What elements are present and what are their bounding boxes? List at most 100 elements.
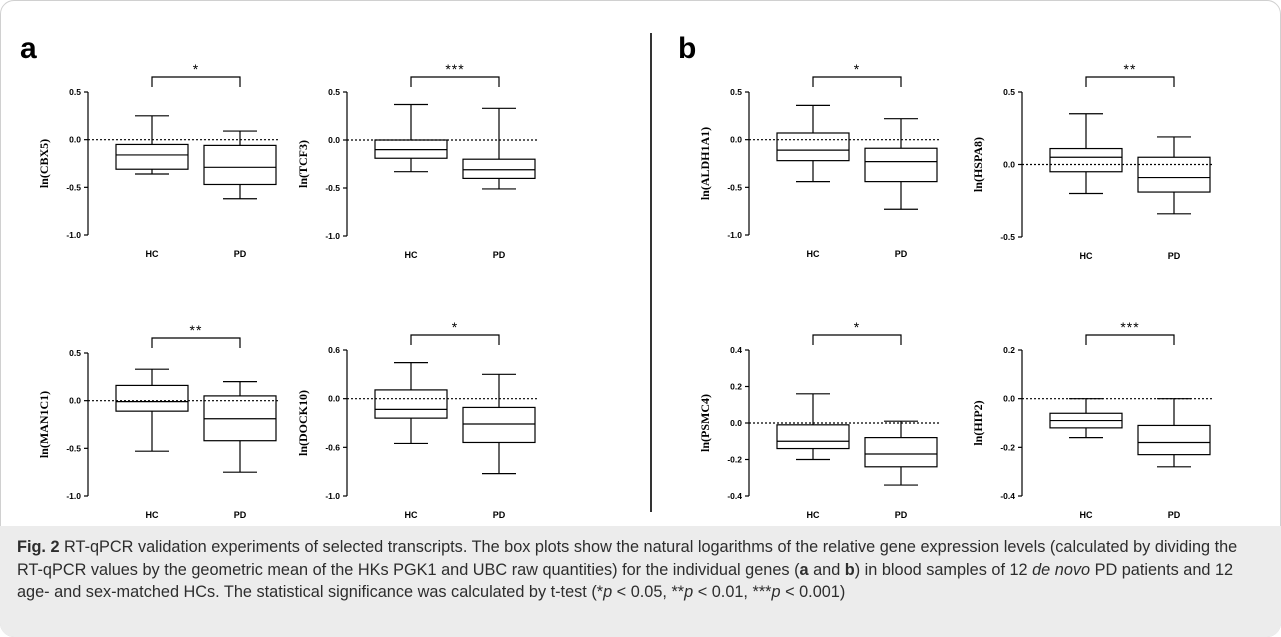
significance-stars-lncbx5: * [193, 61, 199, 77]
y-tick-label-lnman1c1: -0.5 [66, 443, 81, 453]
y-tick-label-lnhip2: 0.2 [1003, 345, 1015, 355]
y-tick-label-lnpsmc4: 0.0 [730, 418, 742, 428]
y-tick-label-lncbx5: 0.5 [69, 87, 81, 97]
figure-caption: Fig. 2 RT-qPCR validation experiments of… [17, 536, 1265, 604]
box-lncbx5-pd [203, 144, 277, 186]
y-tick-label-lnaldh1a1: 0.5 [730, 87, 742, 97]
box-lnhspa8-pd [1137, 156, 1211, 193]
caption-panel-b: b [844, 560, 855, 579]
panel-letter-b: b [678, 32, 696, 65]
y-tick-label-lnhip2: -0.2 [1000, 442, 1015, 452]
category-label-lnhspa8-pd: PD [1168, 251, 1181, 261]
box-lnhspa8-hc [1049, 147, 1123, 173]
significance-stars-lnhspa8: ** [1124, 61, 1137, 77]
significance-bracket-lnman1c1 [151, 337, 241, 348]
caption-de-novo: de novo [1032, 560, 1091, 579]
significance-bracket-lnhip2 [1085, 334, 1175, 345]
category-label-lnaldh1a1-hc: HC [807, 249, 820, 259]
y-tick-label-lncbx5: -0.5 [66, 182, 81, 192]
y-axis-label-lndock10: ln(DOCK10) [296, 390, 310, 456]
box-lnaldh1a1-pd [864, 147, 938, 183]
significance-bracket-lncbx5 [151, 76, 241, 87]
y-tick-label-lndock10: -0.6 [325, 442, 340, 452]
y-tick-label-lnman1c1: 0.5 [69, 348, 81, 358]
y-tick-label-lnaldh1a1: -0.5 [727, 182, 742, 192]
caption-area: Fig. 2 RT-qPCR validation experiments of… [0, 526, 1281, 637]
category-label-lnhip2-hc: HC [1080, 510, 1093, 520]
y-tick-label-lnman1c1: 0.0 [69, 396, 81, 406]
significance-stars-lntcf3: *** [445, 61, 464, 77]
significance-bracket-lnaldh1a1 [812, 76, 902, 87]
significance-bracket-lnpsmc4 [812, 334, 902, 345]
box-lndock10-pd [462, 406, 536, 444]
box-lnman1c1-hc [115, 384, 189, 412]
y-tick-label-lnpsmc4: -0.2 [727, 455, 742, 465]
caption-p-3: p [771, 583, 781, 601]
caption-text-1: RT-qPCR validation experiments of select… [17, 538, 1238, 579]
significance-stars-lnaldh1a1: * [854, 61, 860, 77]
y-tick-label-lnhspa8: 0.0 [1003, 160, 1015, 170]
y-tick-label-lndock10: 0.0 [328, 394, 340, 404]
y-tick-label-lntcf3: 0.0 [328, 135, 340, 145]
category-label-lntcf3-pd: PD [493, 250, 506, 260]
y-tick-label-lntcf3: -1.0 [325, 231, 340, 241]
y-tick-label-lnhspa8: -0.5 [1000, 232, 1015, 242]
charts-layer: 0.5 0.0 -0.5 -1.0 ln(CBX5) HC PD * 0.5 0.0 -0.5 -1.… [37, 61, 1214, 520]
caption-text-4: PD patients and 12 age- and sex-matched … [17, 560, 1234, 602]
category-label-lnman1c1-pd: PD [234, 510, 247, 520]
category-label-lnpsmc4-pd: PD [895, 510, 908, 520]
box-lnaldh1a1-hc [776, 132, 850, 162]
significance-stars-lndock10: * [452, 319, 458, 335]
figure-plots: a b 0.5 0.0 -0.5 -1.0 ln(CBX5) HC PD * 0.5 0.0 -0.… [20, 32, 1214, 520]
significance-stars-lnman1c1: ** [190, 322, 203, 338]
category-label-lnaldh1a1-pd: PD [895, 249, 908, 259]
y-tick-label-lnpsmc4: 0.2 [730, 382, 742, 392]
y-axis-label-lnhip2: ln(HIP2) [971, 400, 985, 445]
y-tick-label-lnhip2: 0.0 [1003, 394, 1015, 404]
box-lndock10-hc [374, 389, 448, 419]
y-axis-label-lnhspa8: ln(HSPA8) [971, 137, 985, 192]
caption-text-6: < 0.01, *** [693, 583, 772, 601]
y-axis-label-lnman1c1: ln(MAN1C1) [37, 391, 51, 458]
significance-bracket-lndock10 [410, 334, 500, 345]
y-axis-label-lnaldh1a1: ln(ALDH1A1) [698, 127, 712, 200]
caption-text-5: < 0.05, ** [612, 583, 685, 601]
y-tick-label-lnman1c1: -1.0 [66, 491, 81, 501]
category-label-lnhspa8-hc: HC [1080, 251, 1093, 261]
category-label-lnman1c1-hc: HC [146, 510, 159, 520]
category-label-lntcf3-hc: HC [405, 250, 418, 260]
caption-fig-label: Fig. 2 [17, 538, 60, 556]
y-tick-label-lnaldh1a1: 0.0 [730, 135, 742, 145]
y-axis-label-lncbx5: ln(CBX5) [37, 139, 51, 188]
significance-stars-lnhip2: *** [1120, 319, 1139, 335]
significance-bracket-lntcf3 [410, 76, 500, 87]
box-lnpsmc4-hc [776, 424, 850, 450]
y-tick-label-lndock10: 0.6 [328, 345, 340, 355]
y-tick-label-lncbx5: -1.0 [66, 230, 81, 240]
significance-bracket-lnhspa8 [1085, 76, 1175, 87]
y-tick-label-lnaldh1a1: -1.0 [727, 230, 742, 240]
caption-p-1: p [603, 583, 613, 601]
y-tick-label-lndock10: -1.0 [325, 491, 340, 501]
y-tick-label-lnhspa8: 0.5 [1003, 87, 1015, 97]
caption-text-3: ) in blood samples of 12 [854, 560, 1033, 579]
category-label-lndock10-pd: PD [493, 510, 506, 520]
caption-text-7: < 0.001) [780, 583, 846, 601]
caption-text-2: and [808, 560, 845, 579]
y-axis-label-lntcf3: ln(TCF3) [296, 140, 310, 188]
category-label-lnhip2-pd: PD [1168, 510, 1181, 520]
box-lnhip2-pd [1137, 424, 1211, 456]
caption-panel-a: a [799, 560, 809, 579]
y-axis-label-lnpsmc4: ln(PSMC4) [698, 394, 712, 452]
y-tick-label-lnpsmc4: 0.4 [730, 345, 742, 355]
y-tick-label-lncbx5: 0.0 [69, 135, 81, 145]
category-label-lnpsmc4-hc: HC [807, 510, 820, 520]
significance-stars-lnpsmc4: * [854, 319, 860, 335]
caption-p-2: p [684, 583, 694, 601]
category-label-lndock10-hc: HC [405, 510, 418, 520]
y-tick-label-lnhip2: -0.4 [1000, 491, 1015, 501]
category-label-lncbx5-pd: PD [234, 249, 247, 259]
category-label-lncbx5-hc: HC [146, 249, 159, 259]
box-lncbx5-hc [115, 143, 189, 170]
box-lnpsmc4-pd [864, 437, 938, 468]
